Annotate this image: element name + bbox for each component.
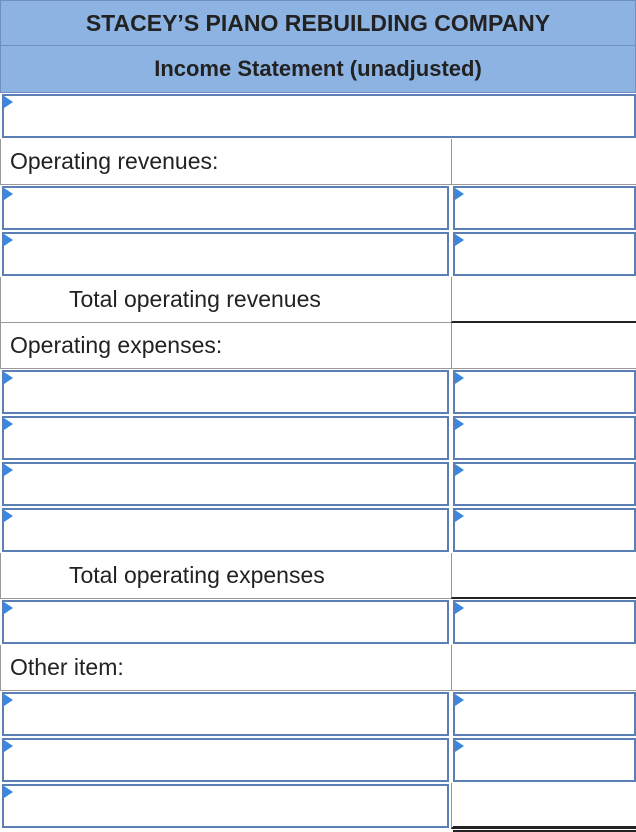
net-row	[0, 783, 636, 829]
expense-account-dropdown-1[interactable]	[2, 370, 449, 414]
dropdown-marker-icon	[4, 464, 13, 476]
period-input[interactable]	[4, 96, 634, 136]
expense-amount-input-2[interactable]	[455, 418, 634, 458]
expense-account-input-2[interactable]	[4, 418, 447, 458]
operating-income-amount-input[interactable]	[455, 602, 634, 642]
dropdown-marker-icon	[4, 510, 13, 522]
other-row-1	[0, 691, 636, 737]
net-account-input[interactable]	[4, 786, 447, 826]
revenue-account-dropdown-1[interactable]	[2, 186, 449, 230]
other-row-2	[0, 737, 636, 783]
expense-amount-input-1[interactable]	[455, 372, 634, 412]
total-expenses-amount-cell	[451, 553, 636, 599]
revenue-amount-field-2[interactable]	[453, 232, 636, 276]
input-marker-icon	[455, 464, 464, 476]
dropdown-marker-icon	[4, 188, 13, 200]
dropdown-marker-icon	[4, 602, 13, 614]
operating-income-input[interactable]	[4, 602, 447, 642]
other-amount-input-2[interactable]	[455, 740, 634, 780]
operating-revenues-row: Operating revenues:	[0, 139, 636, 185]
expense-row-3	[0, 461, 636, 507]
operating-revenues-label: Operating revenues:	[0, 139, 451, 185]
input-marker-icon	[455, 234, 464, 246]
total-revenues-label: Total operating revenues	[0, 277, 451, 323]
revenue-account-input-1[interactable]	[4, 188, 447, 228]
total-revenues-amount-cell	[451, 277, 636, 323]
expense-amount-field-2[interactable]	[453, 416, 636, 460]
dropdown-marker-icon	[4, 234, 13, 246]
dropdown-marker-icon	[4, 740, 13, 752]
expense-account-dropdown-3[interactable]	[2, 462, 449, 506]
expense-row-1	[0, 369, 636, 415]
input-marker-icon	[455, 188, 464, 200]
dropdown-marker-icon	[4, 786, 13, 798]
input-marker-icon	[455, 418, 464, 430]
expense-account-dropdown-2[interactable]	[2, 416, 449, 460]
dropdown-marker-icon	[4, 96, 13, 108]
dropdown-marker-icon	[4, 418, 13, 430]
expense-row-4	[0, 507, 636, 553]
period-dropdown[interactable]	[2, 94, 636, 138]
revenue-amount-field-1[interactable]	[453, 186, 636, 230]
double-underline	[453, 826, 636, 828]
other-amount-field-2[interactable]	[453, 738, 636, 782]
total-expenses-row: Total operating expenses	[0, 553, 636, 599]
expense-account-input-4[interactable]	[4, 510, 447, 550]
operating-expenses-label: Operating expenses:	[0, 323, 451, 369]
dropdown-marker-icon	[4, 372, 13, 384]
input-marker-icon	[455, 372, 464, 384]
input-marker-icon	[455, 510, 464, 522]
operating-income-row	[0, 599, 636, 645]
expense-amount-field-1[interactable]	[453, 370, 636, 414]
total-revenues-row: Total operating revenues	[0, 277, 636, 323]
amount-cell	[451, 323, 636, 369]
other-amount-field-1[interactable]	[453, 692, 636, 736]
operating-income-dropdown[interactable]	[2, 600, 449, 644]
expense-amount-input-3[interactable]	[455, 464, 634, 504]
operating-expenses-row: Operating expenses:	[0, 323, 636, 369]
other-account-input-1[interactable]	[4, 694, 447, 734]
input-marker-icon	[455, 694, 464, 706]
other-account-input-2[interactable]	[4, 740, 447, 780]
other-account-dropdown-1[interactable]	[2, 692, 449, 736]
amount-cell	[451, 645, 636, 691]
revenue-row-2	[0, 231, 636, 277]
company-name: STACEY’S PIANO REBUILDING COMPANY	[0, 0, 636, 46]
revenue-account-dropdown-2[interactable]	[2, 232, 449, 276]
statement-title: Income Statement (unadjusted)	[0, 46, 636, 93]
revenue-account-input-2[interactable]	[4, 234, 447, 274]
input-marker-icon	[455, 740, 464, 752]
expense-account-dropdown-4[interactable]	[2, 508, 449, 552]
amount-cell	[451, 139, 636, 185]
double-underline	[453, 830, 636, 832]
expense-amount-input-4[interactable]	[455, 510, 634, 550]
other-account-dropdown-2[interactable]	[2, 738, 449, 782]
revenue-amount-input-2[interactable]	[455, 234, 634, 274]
revenue-row-1	[0, 185, 636, 231]
other-amount-input-1[interactable]	[455, 694, 634, 734]
total-expenses-label: Total operating expenses	[0, 553, 451, 599]
expense-row-2	[0, 415, 636, 461]
revenue-amount-input-1[interactable]	[455, 188, 634, 228]
net-amount-cell	[451, 783, 636, 829]
input-marker-icon	[455, 602, 464, 614]
expense-amount-field-3[interactable]	[453, 462, 636, 506]
expense-account-input-1[interactable]	[4, 372, 447, 412]
other-item-label: Other item:	[0, 645, 451, 691]
net-account-dropdown[interactable]	[2, 784, 449, 828]
dropdown-marker-icon	[4, 694, 13, 706]
expense-account-input-3[interactable]	[4, 464, 447, 504]
period-row	[0, 93, 636, 139]
operating-income-amount-field[interactable]	[453, 600, 636, 644]
other-item-row: Other item:	[0, 645, 636, 691]
expense-amount-field-4[interactable]	[453, 508, 636, 552]
